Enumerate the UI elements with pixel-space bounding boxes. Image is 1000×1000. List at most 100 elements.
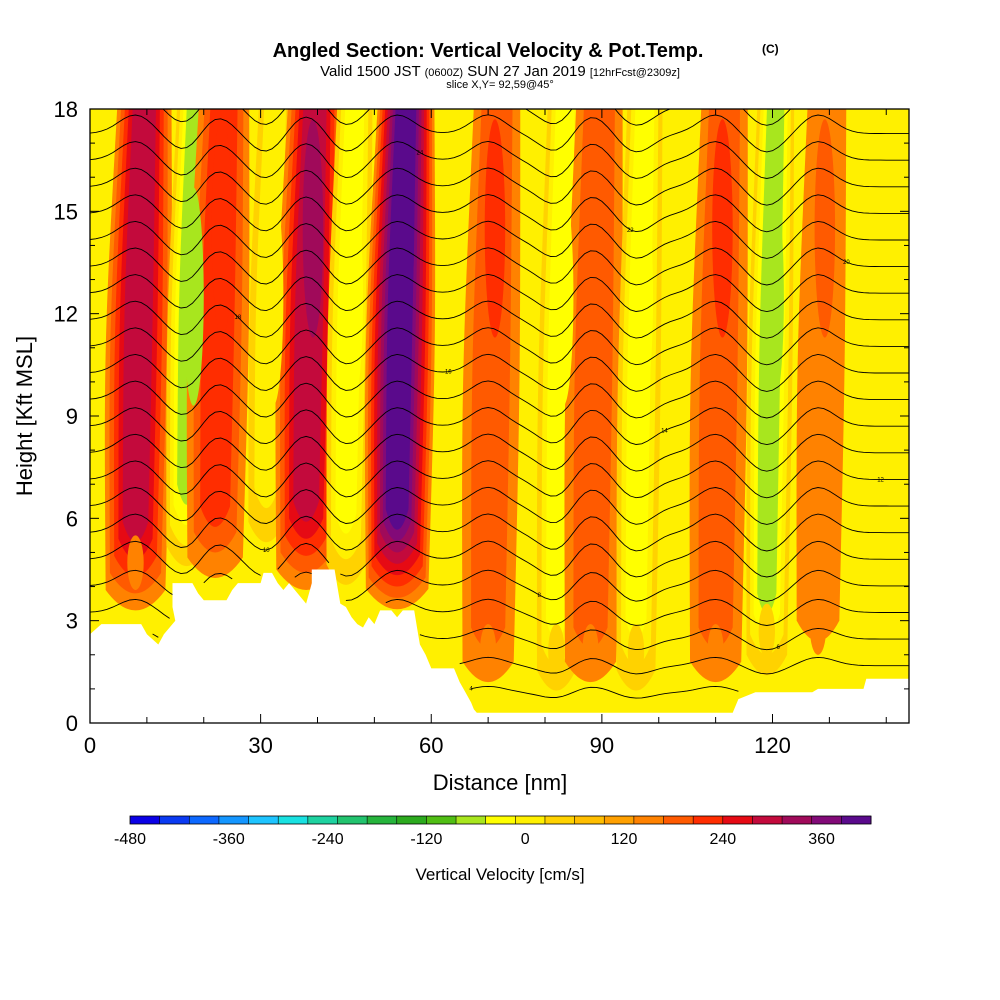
low-level-cell (758, 603, 776, 659)
isentrope-line (90, 300, 909, 339)
low-level-cell (809, 600, 827, 655)
low-level-cell (582, 624, 599, 679)
downdraft-core (632, 187, 654, 406)
colorbar-swatch (485, 816, 516, 824)
colorbar-swatch (604, 816, 635, 824)
isentrope-line (90, 540, 909, 578)
downdraft-core (763, 187, 784, 406)
downdraft-core (262, 187, 284, 406)
isentrope-line (162, 109, 792, 126)
colorbar-swatch (159, 816, 190, 824)
y-tick-label: 0 (66, 711, 78, 736)
x-tick-label: 120 (754, 733, 791, 758)
isentrope-line (90, 353, 909, 392)
y-tick-label: 18 (54, 97, 78, 122)
isentrope-label: 4 (469, 687, 473, 693)
terrain-mask (90, 569, 909, 723)
colorbar-swatch (278, 816, 309, 824)
y-tick-label: 15 (54, 199, 78, 224)
colorbar-tick-label: -360 (213, 831, 245, 848)
isentrope-line (90, 513, 909, 552)
chart-title: Angled Section: Vertical Velocity & Pot.… (273, 40, 704, 62)
x-tick-label: 60 (419, 733, 443, 758)
colorbar-swatch (367, 816, 398, 824)
isentrope-line (152, 627, 909, 651)
y-axis: 0 3 6 9 12 15 18 (54, 97, 909, 736)
colorbar-label: Vertical Velocity [cm/s] (415, 865, 584, 884)
colorbar-swatch (544, 816, 576, 824)
isentrope-line (90, 273, 909, 313)
colorbar-swatch (782, 816, 813, 824)
x-tick-label: 30 (248, 733, 272, 758)
isentrope-label: 12 (877, 477, 884, 483)
isentrope-line (90, 407, 909, 446)
isentrope-line (90, 460, 909, 499)
velocity-cores (127, 119, 836, 679)
valid-zone: (0600Z) (425, 67, 464, 79)
colorbar-swatch (841, 816, 872, 824)
x-tick-label: 90 (590, 733, 614, 758)
slice-label: slice X,Y= 92,59@45° (446, 79, 554, 91)
colorbar-swatch (189, 816, 220, 824)
title-block: Angled Section: Vertical Velocity & Pot.… (273, 40, 779, 91)
colorbar-tick-label: 360 (808, 831, 835, 848)
colorbar-tick-label: 120 (611, 831, 638, 848)
colorbar-swatch (426, 816, 457, 824)
isentrope-line (90, 569, 909, 602)
colorbar-swatch (811, 816, 842, 824)
isentrope-line (90, 598, 909, 626)
colorbar-swatch (130, 816, 161, 824)
isentrope-label: 18 (235, 315, 242, 321)
x-axis-label: Distance [nm] (433, 770, 568, 795)
isentrope-line (459, 656, 909, 675)
isentrope-label: 24 (417, 151, 424, 157)
colorbar-swatch (396, 816, 427, 824)
valid-date: SUN 27 Jan 2019 (467, 63, 585, 80)
colorbar: -480 -360 -240 -120 0 120 240 360 (114, 815, 872, 848)
y-tick-label: 12 (54, 302, 78, 327)
chart-title-tag: (C) (762, 42, 779, 56)
colorbar-tick-label: 240 (709, 831, 736, 848)
isentrope-line (90, 140, 909, 179)
colorbar-tick-label: -480 (114, 831, 146, 848)
downdraft-core (183, 187, 204, 406)
isentrope-label: 10 (263, 548, 270, 554)
colorbar-swatch (722, 816, 753, 824)
isentrope-label: 6 (777, 645, 781, 651)
low-level-cell (127, 535, 144, 590)
y-axis-label: Height [Kft MSL] (12, 336, 37, 496)
updraft-core (484, 119, 506, 338)
isentrope-label: 14 (661, 429, 668, 435)
low-level-cell (627, 624, 645, 679)
isentrope-label: 22 (627, 228, 634, 234)
updraft-core (211, 119, 233, 338)
colorbar-tick-label: 0 (521, 831, 530, 848)
colorbar-tick-label: -120 (410, 831, 442, 848)
isentrope-line (90, 486, 909, 525)
isentrope-line (90, 220, 909, 259)
valid-line: Valid 1500 JST (0600Z) SUN 27 Jan 2019 [… (320, 63, 680, 80)
colorbar-swatch (574, 816, 605, 824)
low-level-cell (707, 624, 724, 679)
isentrope-contours: 4 6 8 10 12 14 16 18 20 22 24 26 (90, 101, 909, 699)
colorbar-tick-label: -240 (312, 831, 344, 848)
colorbar-swatch (218, 816, 250, 824)
isentrope-line (90, 327, 909, 366)
updraft-core (814, 119, 836, 338)
isentrope-line (90, 167, 909, 206)
colorbar-frame (129, 815, 872, 825)
colorbar-swatch (337, 816, 368, 824)
low-level-cell (548, 624, 565, 679)
y-tick-label: 9 (66, 404, 78, 429)
updraft-core (393, 119, 415, 338)
isentrope-line (90, 247, 909, 286)
downdraft-core (552, 187, 574, 406)
colorbar-swatch (515, 816, 546, 824)
y-tick-label: 6 (66, 506, 78, 531)
colorbar-swatch (248, 816, 279, 824)
isentrope-line (90, 380, 909, 419)
isentrope-label: 26 (200, 101, 207, 107)
isentrope-line (90, 114, 909, 153)
isentrope-label: 20 (843, 260, 850, 266)
